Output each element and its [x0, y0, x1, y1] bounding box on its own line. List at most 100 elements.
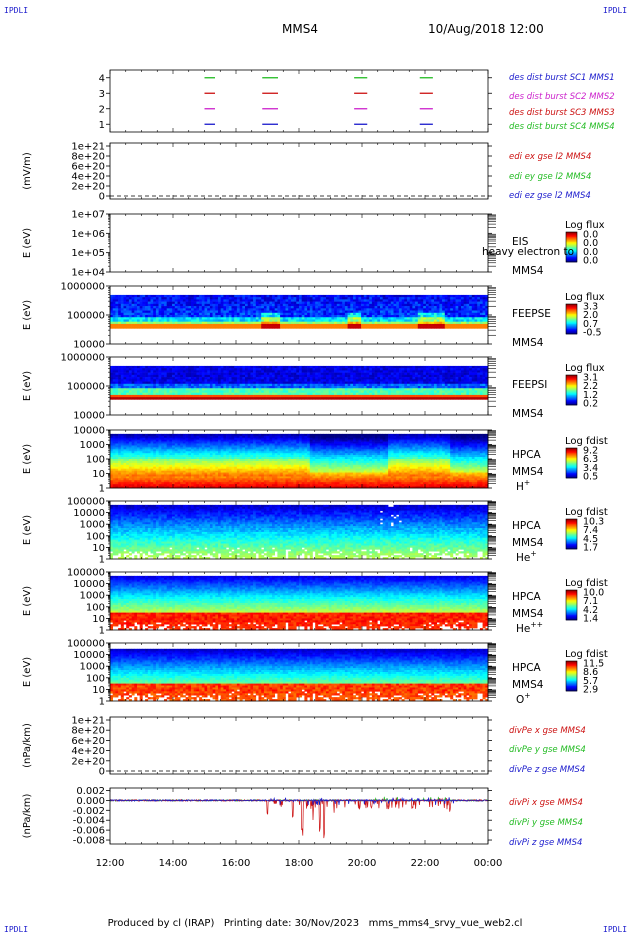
heat-cell-feepse — [371, 312, 375, 316]
heat-cell-hpca_h — [153, 459, 157, 462]
heat-cell-hpca_h — [131, 478, 135, 481]
heat-cell-feepse — [342, 306, 346, 309]
heat-cell-feepsi — [226, 368, 230, 371]
heat-cell-feepsi — [290, 370, 294, 373]
heat-cell-feepsi — [371, 381, 375, 385]
heat-cell-feepsi — [396, 377, 400, 380]
heat-cell-feepsi — [123, 370, 127, 373]
heat-cell-feepsi — [334, 377, 338, 380]
heat-cell-feepsi — [277, 365, 281, 369]
heat-cell-feepse — [196, 321, 200, 325]
heat-cell-feepsi — [471, 374, 475, 378]
heat-cell-feepse — [285, 294, 289, 298]
heat-cell-feepsi — [466, 386, 470, 389]
heat-cell-feepse — [382, 299, 386, 302]
heat-cell-hpca_h — [118, 472, 122, 475]
heat-cell-feepsi — [112, 372, 116, 376]
heat-cell-feepsi — [382, 377, 386, 380]
heat-cell-feepse — [137, 315, 140, 318]
heat-cell-hpca_h — [180, 447, 184, 450]
heat-cell-feepsi — [182, 379, 186, 382]
heat-cell-hpca_h — [164, 484, 167, 487]
heat-cell-hpca_h — [118, 466, 122, 469]
heat-cell-feepse — [272, 308, 275, 311]
heat-cell-feepsi — [231, 377, 235, 380]
heat-cell-feepse — [266, 294, 270, 298]
heat-cell-feepsi — [223, 372, 227, 376]
heat-cell-feepsi — [304, 372, 308, 376]
heat-cell-feepsi — [363, 390, 367, 393]
heat-cell-feepsi — [439, 386, 443, 389]
heat-cell-feepse — [361, 294, 365, 298]
heat-cell-feepsi — [220, 386, 224, 389]
heat-cell-feepsi — [431, 379, 435, 382]
heat-cell-feepsi — [180, 390, 184, 393]
heat-cell-feepse — [269, 308, 273, 311]
heat-cell-feepsi — [263, 381, 267, 385]
heat-cell-feepsi — [471, 386, 475, 389]
heat-cell-feepse — [137, 326, 140, 329]
heat-cell-feepsi — [425, 394, 429, 398]
heat-cell-feepsi — [442, 388, 446, 391]
heat-cell-feepsi — [369, 397, 373, 400]
heat-cell-hpca_h — [172, 468, 176, 471]
heat-cell-feepse — [234, 312, 238, 316]
heat-cell-feepsi — [398, 374, 402, 378]
heat-cell-feepsi — [312, 390, 316, 393]
heat-cell-hpca_h — [126, 478, 130, 481]
heat-cell-feepse — [282, 312, 286, 316]
heat-cell-feepse — [293, 321, 297, 325]
heat-cell-feepsi — [188, 394, 192, 398]
heat-cell-feepsi — [134, 390, 138, 393]
heat-cell-feepsi — [204, 377, 208, 380]
heat-cell-feepsi — [466, 394, 470, 398]
heat-cell-feepsi — [420, 368, 424, 371]
heat-cell-feepsi — [247, 368, 251, 371]
heat-cell-feepse — [118, 326, 122, 329]
heat-cell-hpca_h — [131, 468, 135, 471]
heat-cell-feepse — [361, 317, 365, 320]
heat-cell-feepsi — [350, 381, 354, 385]
heat-cell-feepse — [328, 312, 332, 316]
heat-cell-feepsi — [153, 392, 157, 396]
heat-cell-feepsi — [363, 381, 367, 385]
heat-cell-feepsi — [147, 374, 151, 378]
heat-cell-feepsi — [196, 397, 200, 400]
heat-cell-feepse — [477, 317, 481, 320]
heat-cell-hpca_h — [126, 472, 130, 475]
heat-cell-hpca_h — [182, 443, 186, 446]
heat-cell-feepse — [299, 319, 302, 322]
heat-cell-hpca_h — [177, 433, 181, 437]
heat-cell-hpca_h — [110, 435, 113, 439]
heat-cell-feepsi — [261, 370, 265, 373]
heat-cell-feepsi — [436, 383, 440, 387]
heat-cell-hpca_h — [174, 447, 178, 450]
heat-cell-feepse — [239, 317, 243, 320]
heat-cell-hpca_h — [128, 468, 132, 471]
heat-cell-feepse — [469, 312, 473, 316]
heat-cell-hpca_h — [158, 443, 162, 446]
heat-cell-hpca_h — [153, 476, 157, 479]
heat-cell-feepse — [301, 308, 305, 311]
heat-cell-feepse — [180, 315, 184, 318]
heat-cell-feepsi — [142, 377, 146, 380]
heat-cell-feepsi — [326, 379, 329, 382]
heat-cell-feepse — [250, 297, 254, 300]
heat-cell-feepsi — [280, 397, 284, 400]
heat-cell-feepsi — [282, 381, 286, 385]
heat-cell-hpca_h — [150, 472, 154, 475]
heat-cell-feepsi — [315, 368, 319, 371]
heat-cell-hpca_h — [150, 447, 154, 450]
heat-cell-feepse — [123, 323, 127, 327]
heat-cell-hpca_h — [150, 439, 154, 442]
heat-cell-hpca_h — [134, 447, 138, 450]
heat-cell-hpca_h — [155, 441, 159, 444]
heat-cell-feepse — [139, 310, 143, 314]
heat-cell-feepsi — [185, 365, 189, 369]
heat-cell-feepse — [209, 323, 213, 327]
heat-cell-feepsi — [371, 374, 375, 378]
heat-cell-feepse — [412, 299, 416, 302]
heat-cell-feepse — [444, 319, 448, 322]
heat-cell-feepse — [407, 308, 410, 311]
heat-cell-feepse — [458, 312, 462, 316]
